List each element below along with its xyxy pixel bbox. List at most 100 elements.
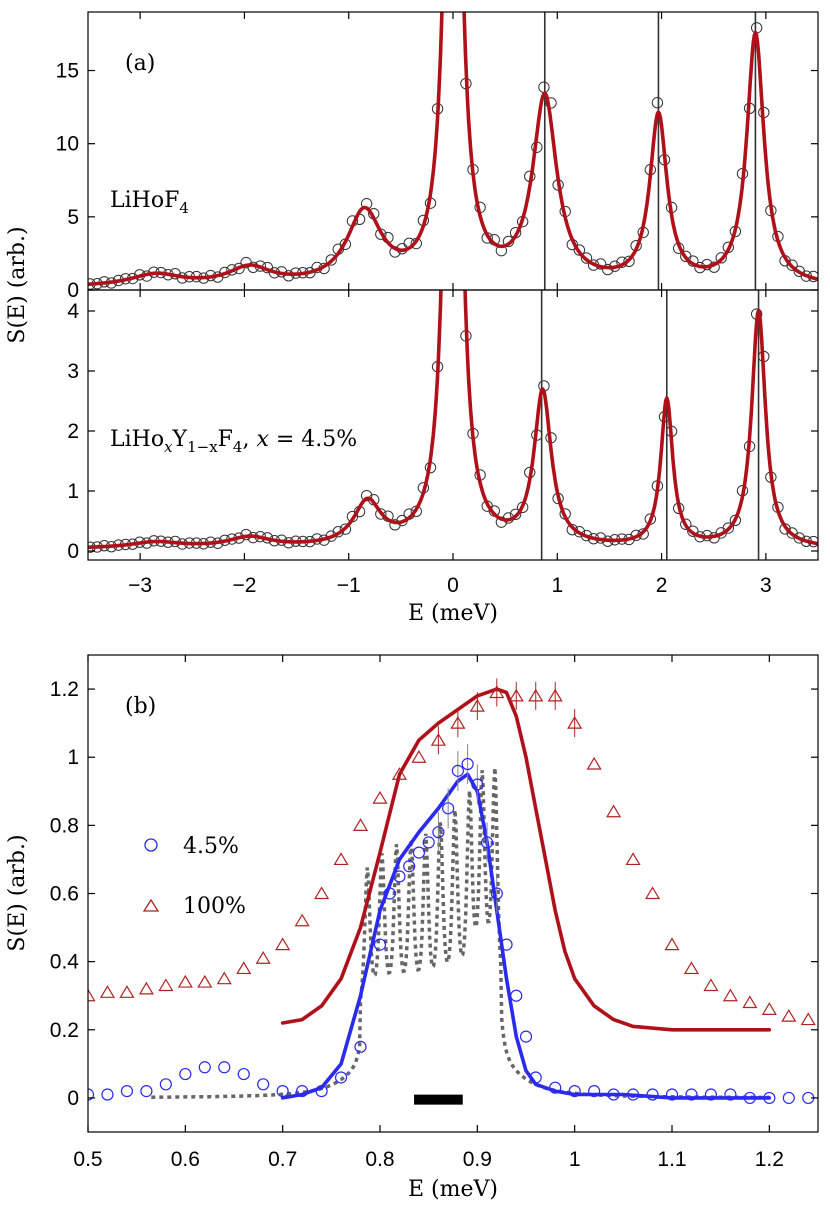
data-point-4-5 [257,1078,270,1091]
panel-b-axes: 0 0.2 0.4 0.6 0.8 1 1.2 0.5 0.6 0.7 0.8 0.9 1 1.1 1.2 [50,655,818,1171]
data-point-4-5 [704,1088,718,1101]
data-point-4-5 [412,846,426,859]
data-point-4-5 [451,764,464,777]
data-point-4-5 [568,1085,581,1098]
data-point-4-5 [782,1091,795,1105]
data-point-4-5 [665,1088,679,1101]
data-point-100 [761,1002,777,1015]
panel-b-ylabel: S(E) (arb.) [5,834,30,951]
data-point-4-5 [159,1078,172,1091]
data-point-100 [391,767,408,780]
panel-a2-ytick-label-0: 0 [67,540,79,563]
panel-a-xtick-label-6: 3 [760,574,772,597]
panel-a2-ytick-label-1: 1 [67,480,79,503]
data-point-100 [742,995,758,1009]
panel-a-ylabel: S(E) (arb.) [5,226,30,343]
data-point-100 [88,988,96,1002]
panel-a-top-annotation: LiHoF4 [110,188,189,217]
data-point-4-5 [461,757,474,771]
panel-a1-data-point [623,255,635,268]
panel-b-xtick-label-2: 0.7 [268,1148,297,1171]
panel-a2-data-point [687,525,699,537]
data-point-100 [275,937,291,951]
panel-a1-data-point [545,97,557,109]
data-point-100 [586,756,602,770]
data-point-100 [567,715,583,729]
data-point-4-5 [334,1071,348,1084]
data-point-4-5 [490,887,503,900]
data-point-100 [469,698,485,712]
panel-a-xlabel: E (meV) [408,601,498,626]
legend-marker-triangle [142,898,160,912]
panel-a1-data-point [325,254,337,266]
panel-b-ytick-label-1: 0.2 [50,1019,79,1042]
data-point-4-5 [315,1085,328,1098]
data-point-100 [489,685,505,699]
data-point-4-5 [529,1071,542,1084]
panel-a1-data-point [715,252,727,264]
data-point-4-5 [626,1088,640,1101]
panel-b-ytick-label-3: 0.6 [50,883,79,906]
data-point-4-5 [179,1067,192,1081]
data-point-4-5 [101,1088,114,1101]
data-point-4-5 [88,1088,95,1101]
panel-a1-ytick-label-2: 10 [56,133,79,156]
data-point-4-5 [120,1085,134,1098]
data-point-100 [547,688,563,702]
data-point-100 [158,978,174,992]
data-point-4-5 [763,1091,776,1105]
data-point-4-5 [549,1081,562,1094]
data-point-4-5 [198,1061,211,1074]
data-point-100 [294,913,310,927]
panel-a-label: (a) [125,51,155,76]
data-point-4-5 [519,1030,533,1043]
panel-a-bottom: 0 1 2 3 4 −3 −2 −1 0 1 2 3 LiHoxY1−xF4, x = 4.5% E … [67,289,819,626]
data-point-100 [352,818,369,831]
panel-b-ytick-label-6: 1.2 [50,678,79,701]
resolution-bar [414,1094,463,1105]
data-point-100 [800,1012,816,1026]
panel-a-bottom-frame [87,289,819,561]
panel-b-ytick-label-2: 0.4 [50,951,80,974]
panel-b-xtick-label-0: 0.5 [73,1148,102,1171]
data-point-100 [314,886,330,900]
panel-a1-data-point [538,81,550,93]
data-point-100 [722,988,738,1002]
data-point-4-5 [500,938,513,951]
panel-a2-ytick-label-2: 2 [67,420,79,443]
data-point-100 [197,974,213,988]
panel-b-xtick-label-4: 0.9 [463,1148,492,1171]
simulated-spectrum-dotted [151,767,770,1100]
panel-a-bottom-annotation: LiHoxY1−xF4, x = 4.5% [110,427,357,456]
panel-a2-data-point [680,518,692,530]
panel-a-top-frame [87,11,819,291]
panel-a2-ytick-label-3: 3 [67,360,79,383]
data-point-4-5 [354,1040,367,1053]
panel-b-xtick-label-7: 1.2 [755,1148,784,1171]
panel-a1-ytick-label-1: 5 [67,206,79,229]
legend-label-4-5: 4.5% [183,834,239,859]
panel-a2-data-point [339,523,352,535]
panel-a-bottom-axes: 0 1 2 3 4 −3 −2 −1 0 1 2 3 [67,290,818,597]
data-point-4-5 [685,1088,698,1101]
data-point-4-5 [588,1085,601,1098]
data-point-100 [255,951,271,964]
panel-b-xlabel: E (meV) [408,1177,498,1202]
panel-a-top-plot-area [88,12,818,290]
data-point-100 [781,1008,797,1022]
data-point-100 [216,971,232,985]
panel-a1-data-point [580,252,593,264]
panel-b-ytick-label-0: 0 [67,1087,79,1110]
data-point-4-5 [276,1085,289,1098]
data-point-100 [119,985,135,998]
data-point-4-5 [237,1067,250,1081]
fit-curve-100 [280,687,772,1032]
data-point-100 [236,961,252,975]
data-point-100 [683,961,700,975]
panel-a2-data-point [722,522,735,534]
panel-a-bottom-plot-area [88,290,818,560]
data-point-4-5 [383,887,396,900]
legend-marker-circle [144,838,158,852]
data-point-100 [625,852,641,866]
panel-b-xtick-label-3: 0.8 [365,1148,394,1171]
